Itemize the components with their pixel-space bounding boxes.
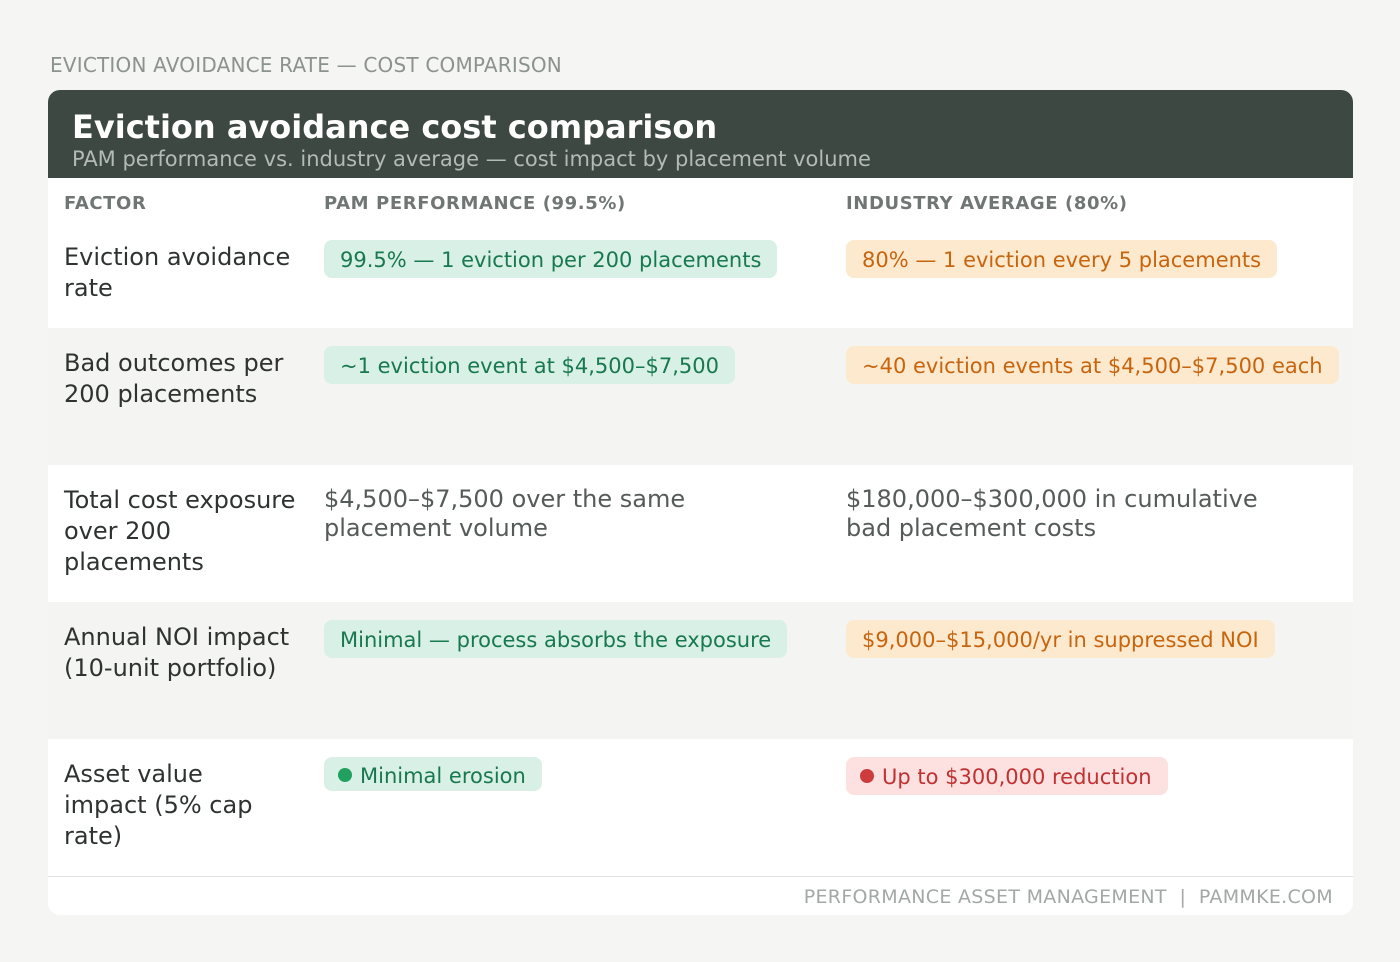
industry-value-badge: Up to $300,000 reduction bbox=[846, 757, 1168, 795]
pam-value-badge: Minimal — process absorbs the exposure bbox=[324, 620, 788, 658]
industry-value-badge: 80% — 1 eviction every 5 placements bbox=[846, 240, 1278, 278]
pam-value-badge: 99.5% — 1 eviction per 200 placements bbox=[324, 240, 778, 278]
table-row-eviction-avoidance-rate: Eviction avoidance rate 99.5% — 1 evicti… bbox=[48, 228, 1353, 328]
table-row-asset-value-impact: Asset value impact (5% cap rate) Minimal… bbox=[48, 739, 1353, 876]
industry-value-text: $180,000–$300,000 in cumulative bad plac… bbox=[846, 485, 1258, 542]
industry-value-badge: ~40 eviction events at $4,500–$7,500 eac… bbox=[846, 346, 1339, 384]
row-factor-label: Eviction avoidance rate bbox=[64, 243, 291, 302]
page-kicker: EVICTION AVOIDANCE RATE — COST COMPARISO… bbox=[50, 53, 562, 77]
status-dot-bad-icon bbox=[860, 769, 874, 783]
pam-value-badge: ~1 eviction event at $4,500–$7,500 bbox=[324, 346, 735, 384]
row-factor-label: Annual NOI impact (10-unit portfolio) bbox=[64, 623, 290, 682]
table-row-annual-noi-impact: Annual NOI impact (10-unit portfolio) Mi… bbox=[48, 602, 1353, 739]
pam-value-badge: Minimal erosion bbox=[324, 757, 542, 791]
footer-divider bbox=[48, 876, 1353, 877]
pam-value-text: Minimal erosion bbox=[360, 764, 526, 788]
row-factor-label: Asset value impact (5% cap rate) bbox=[64, 760, 253, 850]
table-row-total-cost-exposure: Total cost exposure over 200 placements … bbox=[48, 465, 1353, 602]
column-header-factor: FACTOR bbox=[64, 193, 147, 214]
pam-value-text: $4,500–$7,500 over the same placement vo… bbox=[324, 485, 686, 542]
footer-brand: PERFORMANCE ASSET MANAGEMENT | PAMMKE.CO… bbox=[803, 886, 1333, 908]
card-subtitle: PAM performance vs. industry average — c… bbox=[72, 147, 871, 171]
row-factor-label: Total cost exposure over 200 placements bbox=[64, 486, 296, 576]
column-header-pam: PAM PERFORMANCE (99.5%) bbox=[324, 193, 626, 214]
table-row-bad-outcomes: Bad outcomes per 200 placements ~1 evict… bbox=[48, 328, 1353, 465]
column-header-industry: INDUSTRY AVERAGE (80%) bbox=[846, 193, 1128, 214]
card-title: Eviction avoidance cost comparison bbox=[72, 108, 718, 146]
industry-value-text: Up to $300,000 reduction bbox=[882, 765, 1152, 789]
industry-value-badge: $9,000–$15,000/yr in suppressed NOI bbox=[846, 620, 1275, 658]
comparison-card: Eviction avoidance cost comparison PAM p… bbox=[48, 90, 1353, 915]
status-dot-good-icon bbox=[338, 768, 352, 782]
card-header: Eviction avoidance cost comparison PAM p… bbox=[48, 90, 1353, 178]
row-factor-label: Bad outcomes per 200 placements bbox=[64, 349, 284, 408]
